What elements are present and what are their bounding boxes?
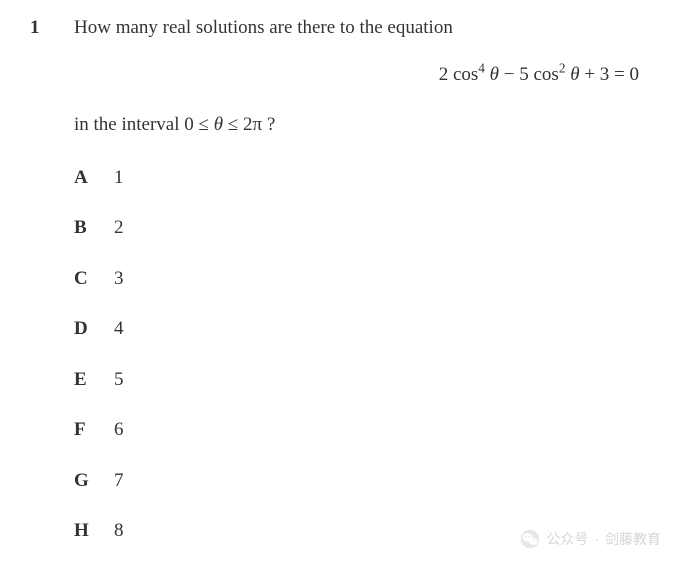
eq-eq: = xyxy=(614,64,625,85)
interval-le2: ≤ xyxy=(228,114,238,135)
watermark-sep: · xyxy=(594,531,599,547)
eq-zero: 0 xyxy=(630,64,640,85)
option-value: 1 xyxy=(114,164,124,193)
interval-le1: ≤ xyxy=(199,114,209,135)
eq-trig2-fn: cos xyxy=(533,64,558,85)
question-page: 1 How many real solutions are there to t… xyxy=(0,0,679,560)
eq-var1: θ xyxy=(490,64,499,85)
option-value: 6 xyxy=(114,416,124,445)
watermark: 公众号 · 剑藤教育 xyxy=(520,529,661,549)
option-letter: H xyxy=(74,517,114,546)
question-body: How many real solutions are there to the… xyxy=(74,14,649,546)
option-value: 8 xyxy=(114,517,124,546)
watermark-label2: 剑藤教育 xyxy=(605,529,661,549)
eq-trig1-fn: cos xyxy=(453,64,478,85)
options-list: A 1 B 2 C 3 D 4 E 5 xyxy=(74,164,649,546)
interval-var: θ xyxy=(214,114,223,135)
interval-pre: in the interval xyxy=(74,114,184,135)
option-value: 2 xyxy=(114,214,124,243)
option-letter: C xyxy=(74,265,114,294)
interval-rhs: 2π xyxy=(243,114,262,135)
option-letter: D xyxy=(74,315,114,344)
option-letter: E xyxy=(74,366,114,395)
eq-const: 3 xyxy=(600,64,610,85)
option-g: G 7 xyxy=(74,467,649,496)
interval-line: in the interval 0 ≤ θ ≤ 2π ? xyxy=(74,111,649,140)
option-value: 5 xyxy=(114,366,124,395)
option-value: 3 xyxy=(114,265,124,294)
option-letter: A xyxy=(74,164,114,193)
interval-lhs: 0 xyxy=(184,114,194,135)
option-letter: B xyxy=(74,214,114,243)
question-stem: How many real solutions are there to the… xyxy=(74,14,649,43)
watermark-label1: 公众号 xyxy=(546,529,588,549)
eq-trig2-sup: 2 xyxy=(559,60,566,75)
option-b: B 2 xyxy=(74,214,649,243)
option-letter: G xyxy=(74,467,114,496)
option-c: C 3 xyxy=(74,265,649,294)
option-value: 7 xyxy=(114,467,124,496)
option-d: D 4 xyxy=(74,315,649,344)
option-value: 4 xyxy=(114,315,124,344)
option-a: A 1 xyxy=(74,164,649,193)
option-letter: F xyxy=(74,416,114,445)
question-number: 1 xyxy=(30,14,48,43)
eq-trig1-sup: 4 xyxy=(478,60,485,75)
equation: 2 cos4 θ − 5 cos2 θ + 3 = 0 xyxy=(74,61,649,90)
eq-var2: θ xyxy=(570,64,579,85)
eq-coef1: 2 xyxy=(439,64,449,85)
option-e: E 5 xyxy=(74,366,649,395)
wechat-icon xyxy=(520,529,540,549)
eq-plus: + xyxy=(584,64,595,85)
interval-q: ? xyxy=(267,114,275,135)
option-f: F 6 xyxy=(74,416,649,445)
eq-coef2: 5 xyxy=(519,64,529,85)
eq-minus: − xyxy=(504,64,515,85)
question-row: 1 How many real solutions are there to t… xyxy=(30,14,649,546)
